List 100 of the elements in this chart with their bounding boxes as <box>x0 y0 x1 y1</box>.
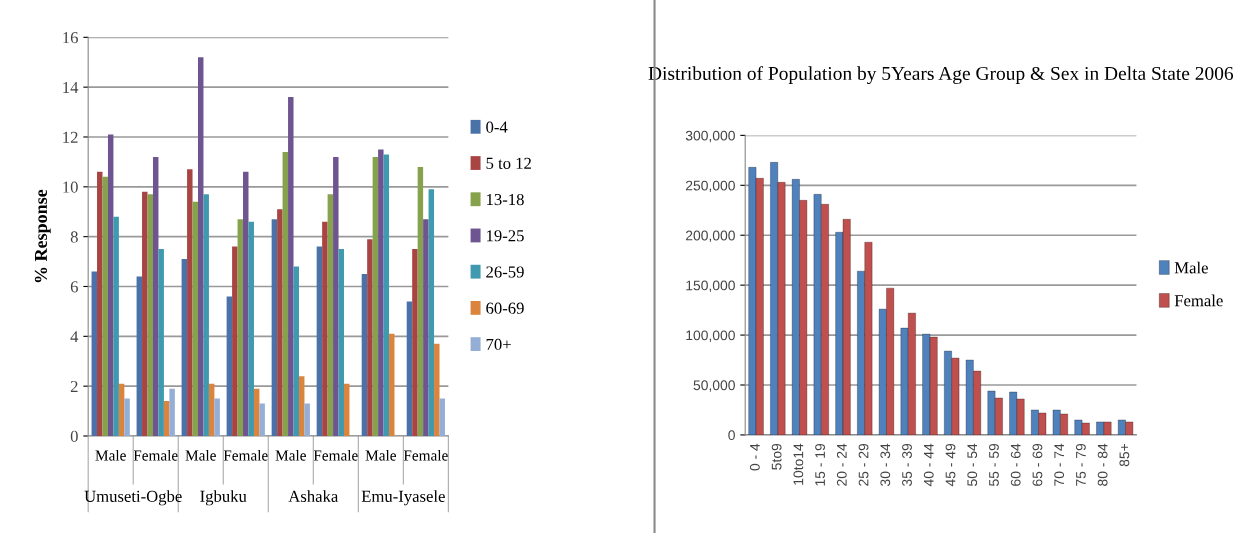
y-tick-label: 14 <box>63 81 79 93</box>
legend-label: 13-18 <box>487 193 524 206</box>
bar <box>203 194 209 436</box>
bar <box>214 398 220 436</box>
bar <box>152 156 159 436</box>
bar <box>288 97 294 436</box>
x-tick-label: Male <box>275 449 306 461</box>
bar <box>169 388 175 436</box>
bar <box>232 246 238 436</box>
x-tick-label: Male <box>185 449 216 461</box>
x-tick-label: 85+ <box>1119 443 1130 467</box>
bar <box>118 383 125 436</box>
bar <box>136 276 143 436</box>
x-tick-label: Male <box>365 449 396 461</box>
bar <box>226 296 233 436</box>
bar <box>113 216 119 436</box>
x-tick-label: 40 - 44 <box>923 443 934 487</box>
bar <box>97 171 103 436</box>
bar <box>187 169 193 436</box>
bar <box>107 134 114 436</box>
y-axis-title: % Response <box>34 189 51 283</box>
bar <box>91 271 98 436</box>
y-tick-label: 150,000 <box>686 280 735 292</box>
y-tick-label: 2 <box>70 380 78 392</box>
bar <box>248 221 254 436</box>
text: Ashaka <box>288 490 339 502</box>
bar <box>439 398 445 436</box>
x-tick-label: 80 - 84 <box>1097 443 1108 486</box>
bar <box>322 221 328 436</box>
bar <box>417 166 424 436</box>
y-tick-label: 8 <box>70 231 78 243</box>
bar <box>327 194 334 436</box>
x-tick-label: Male <box>95 449 126 461</box>
y-tick-label: 12 <box>63 131 78 143</box>
y-tick-label: 100,000 <box>686 330 735 342</box>
legend-label: Female <box>1174 294 1223 307</box>
legend-label: 0-4 <box>486 121 508 133</box>
y-tick-label: 50,000 <box>693 380 735 392</box>
bar <box>237 219 244 436</box>
text: Emu-Iyasele <box>361 490 445 506</box>
x-tick-label: 75 - 79 <box>1075 443 1086 486</box>
y-tick-label: 6 <box>70 281 78 293</box>
bar <box>389 333 395 436</box>
x-tick-label: 35 - 39 <box>902 443 912 486</box>
bar <box>293 266 299 436</box>
bar <box>434 343 440 436</box>
bar <box>412 249 418 436</box>
legend-label: 5 to 12 <box>486 157 531 169</box>
x-tick-label: 10to14 <box>793 443 804 485</box>
x-tick-label: Female <box>403 449 448 461</box>
bar <box>378 149 384 436</box>
bar <box>253 388 260 436</box>
bar <box>423 219 429 436</box>
x-tick-label: 5to9 <box>771 443 782 470</box>
bar <box>338 249 345 436</box>
x-tick-label: 45 - 49 <box>945 443 956 487</box>
y-tick-label: 300,000 <box>685 130 735 143</box>
y-tick-label: 4 <box>70 331 79 343</box>
legend-label: 19-25 <box>487 230 524 242</box>
x-tick-label: 50 - 54 <box>967 443 978 486</box>
bar <box>406 301 413 436</box>
y-tick-label: 250,000 <box>685 180 735 193</box>
x-tick-label: Female <box>223 449 268 461</box>
x-tick-label: 15 - 19 <box>815 443 825 486</box>
bar <box>271 219 278 436</box>
x-tick-label: 60 - 64 <box>1010 443 1021 486</box>
bar <box>192 201 198 436</box>
x-tick-label: Female <box>313 449 358 461</box>
legend-label: 60-69 <box>486 302 524 314</box>
x-tick-label: 30 - 34 <box>880 443 891 486</box>
bar <box>158 249 164 436</box>
bar <box>208 383 215 436</box>
bar <box>102 176 108 436</box>
y-tick-label: 0 <box>728 430 735 441</box>
bar <box>142 191 148 436</box>
bar <box>344 383 350 436</box>
y-tick-label: 16 <box>63 32 78 44</box>
bar <box>316 246 323 436</box>
y-tick-label: 10 <box>63 181 78 193</box>
bar <box>259 403 265 436</box>
bar <box>147 194 153 436</box>
bar <box>372 156 379 436</box>
bar <box>383 154 390 436</box>
bar <box>298 376 305 436</box>
bar <box>361 274 368 436</box>
bar <box>243 171 249 436</box>
text: Umuseti-Ogbe <box>84 490 182 506</box>
x-tick-label: 0 - 4 <box>749 443 760 471</box>
chart-title: Distribution of Population by 5Years Age Group & Sex in Delta State 2006 <box>648 66 1234 85</box>
x-tick-label: 70 - 74 <box>1054 443 1065 486</box>
bar <box>163 401 170 436</box>
bar <box>428 189 435 436</box>
legend-label: 70+ <box>486 338 511 351</box>
bar <box>181 259 188 436</box>
bar <box>333 156 339 436</box>
text: Igbuku <box>200 490 247 506</box>
legend-label: 26-59 <box>486 266 524 278</box>
bar <box>124 398 130 436</box>
x-tick-label: 65 - 69 <box>1032 443 1043 486</box>
x-tick-label: 20 - 24 <box>836 443 847 486</box>
